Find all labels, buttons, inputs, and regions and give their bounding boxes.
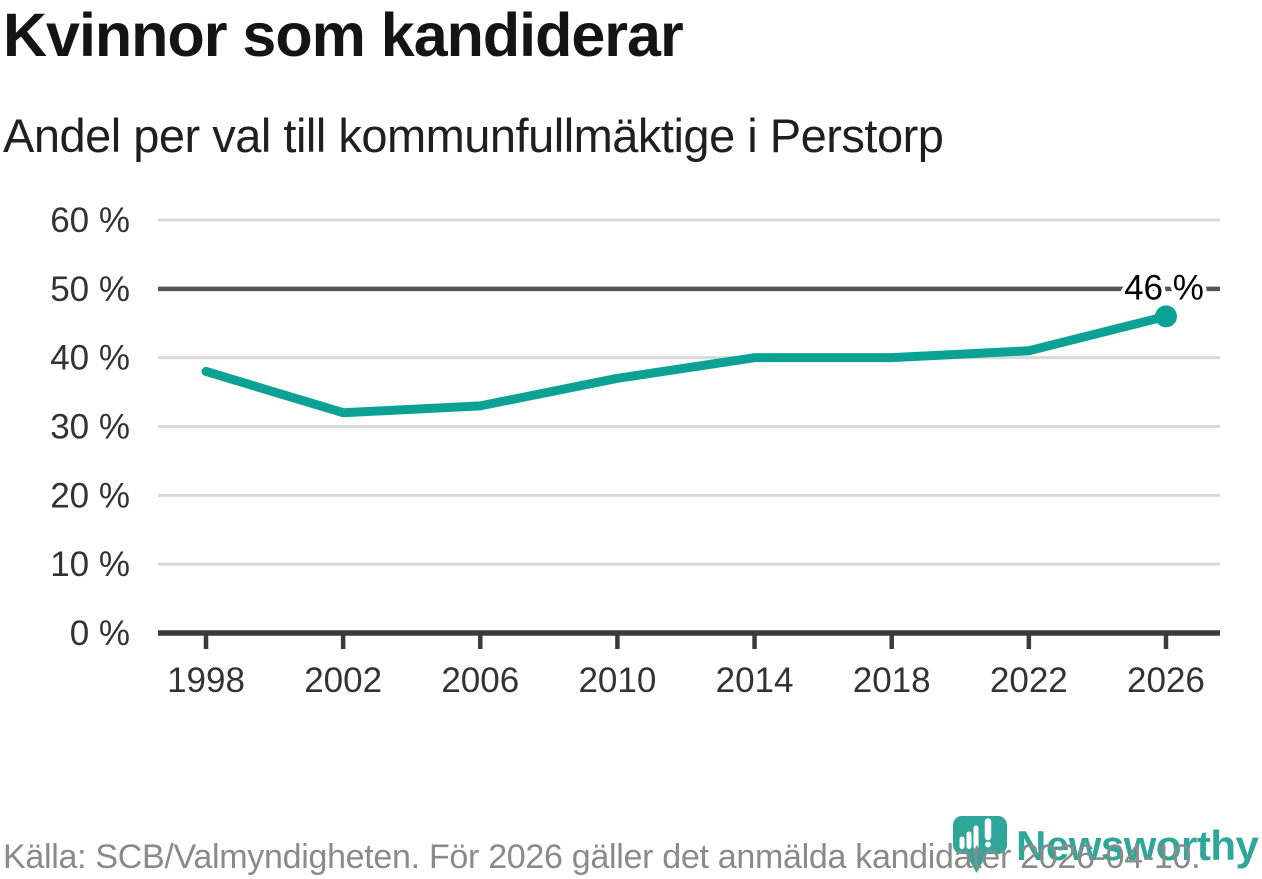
y-tick-label: 20 % <box>50 476 130 515</box>
x-tick-label: 2006 <box>441 661 519 700</box>
chart-subtitle: Andel per val till kommunfullmäktige i P… <box>3 109 944 162</box>
chart-title: Kvinnor som kandiderar <box>3 1 684 69</box>
data-point-last <box>1154 305 1177 328</box>
x-tick-label: 2002 <box>304 661 382 700</box>
y-tick-label: 30 % <box>50 408 130 447</box>
y-tick-label: 50 % <box>50 270 130 309</box>
value-annotation: 46 % <box>1124 268 1204 307</box>
x-tick-label: 2026 <box>1127 661 1205 700</box>
y-tick-label: 60 % <box>50 201 130 240</box>
source-note: Källa: SCB/Valmyndigheten. För 2026 gäll… <box>3 838 1201 876</box>
x-tick-label: 2010 <box>578 661 656 700</box>
x-tick-label: 2022 <box>990 661 1068 700</box>
data-line <box>201 311 1171 418</box>
newsworthy-logo-icon <box>953 816 1007 873</box>
x-tick-label: 1998 <box>167 661 245 700</box>
y-tick-label: 40 % <box>50 339 130 378</box>
y-tick-label: 0 % <box>70 614 130 653</box>
x-tick-label: 2018 <box>853 661 931 700</box>
newsworthy-wordmark: Newsworthy <box>1016 822 1259 869</box>
y-tick-label: 10 % <box>50 545 130 584</box>
x-tick-label: 2014 <box>716 661 794 700</box>
